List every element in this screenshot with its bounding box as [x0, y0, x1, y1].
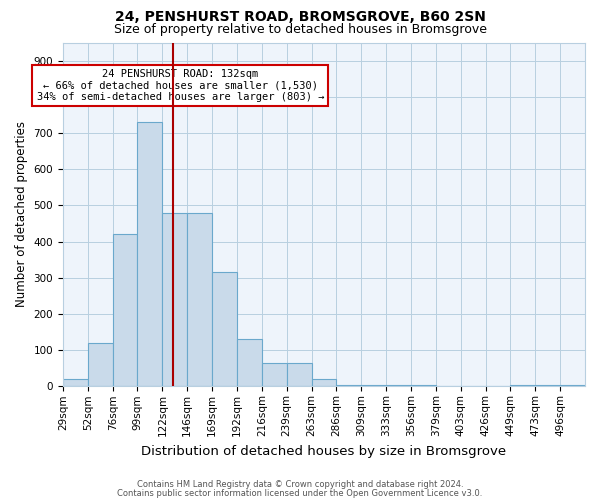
- Bar: [163, 212, 187, 386]
- Bar: [337, 384, 361, 386]
- Bar: [386, 384, 411, 386]
- Text: Contains public sector information licensed under the Open Government Licence v3: Contains public sector information licen…: [118, 490, 482, 498]
- Bar: [262, 363, 287, 386]
- Bar: [560, 384, 585, 386]
- Bar: [361, 384, 386, 386]
- X-axis label: Distribution of detached houses by size in Bromsgrove: Distribution of detached houses by size …: [142, 444, 506, 458]
- Bar: [535, 384, 560, 386]
- Text: Size of property relative to detached houses in Bromsgrove: Size of property relative to detached ho…: [113, 22, 487, 36]
- Bar: [113, 234, 137, 386]
- Bar: [287, 363, 311, 386]
- Bar: [411, 384, 436, 386]
- Bar: [187, 212, 212, 386]
- Text: 24, PENSHURST ROAD, BROMSGROVE, B60 2SN: 24, PENSHURST ROAD, BROMSGROVE, B60 2SN: [115, 10, 485, 24]
- Bar: [88, 343, 113, 386]
- Bar: [311, 379, 337, 386]
- Y-axis label: Number of detached properties: Number of detached properties: [15, 122, 28, 308]
- Bar: [511, 384, 535, 386]
- Text: 24 PENSHURST ROAD: 132sqm
← 66% of detached houses are smaller (1,530)
34% of se: 24 PENSHURST ROAD: 132sqm ← 66% of detac…: [37, 69, 324, 102]
- Text: Contains HM Land Registry data © Crown copyright and database right 2024.: Contains HM Land Registry data © Crown c…: [137, 480, 463, 489]
- Bar: [63, 379, 88, 386]
- Bar: [237, 340, 262, 386]
- Bar: [137, 122, 163, 386]
- Bar: [212, 272, 237, 386]
